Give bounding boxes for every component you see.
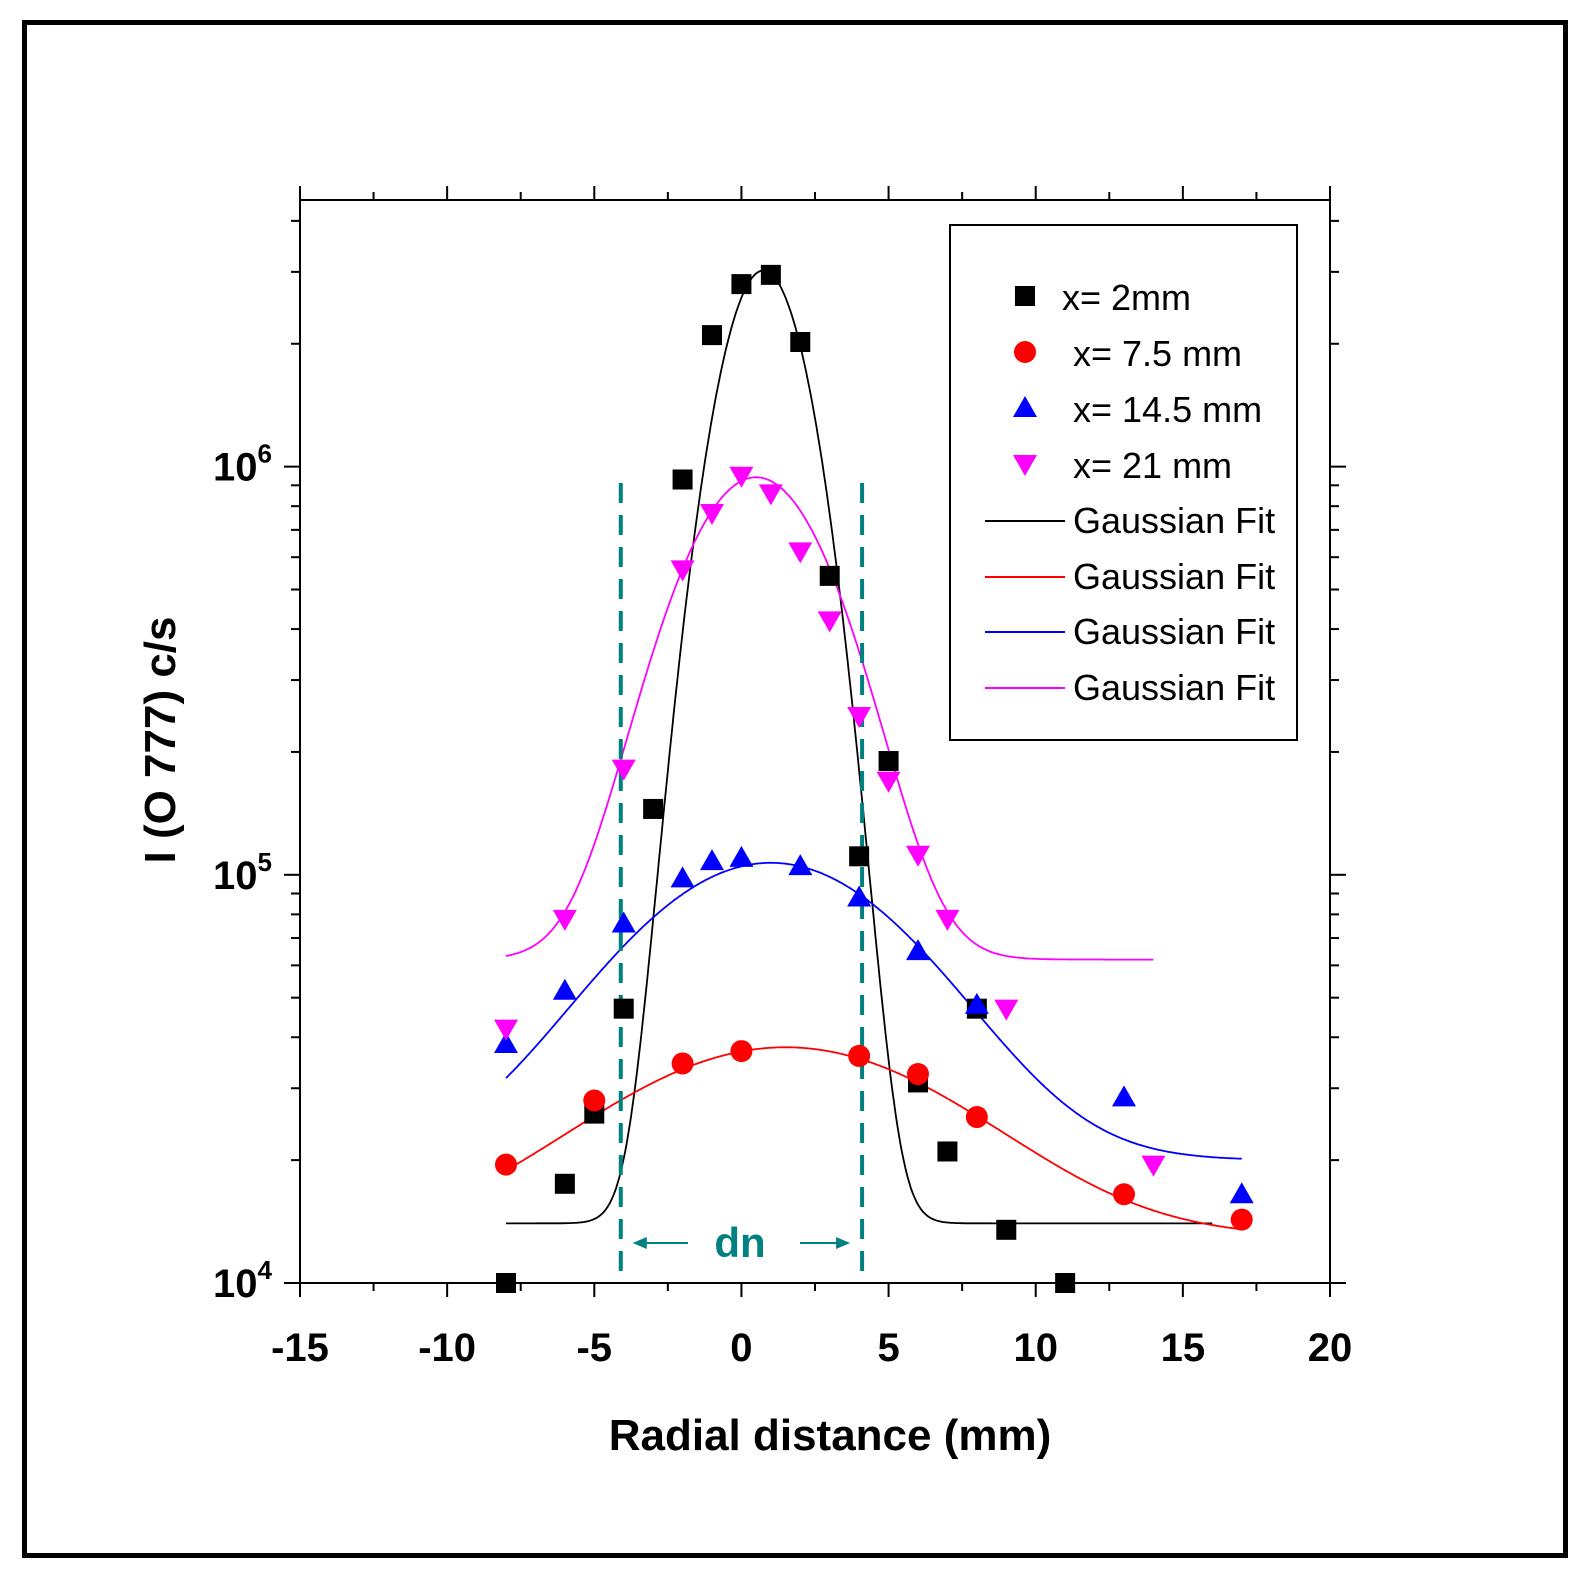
data-point-series-1	[702, 325, 722, 346]
data-point-series-4	[876, 771, 901, 793]
legend-label-fit-1: Gaussian Fit	[1073, 500, 1275, 541]
y-tick-label-base: 10	[213, 446, 258, 490]
data-point-series-3	[494, 1032, 518, 1054]
data-point-series-1	[996, 1219, 1017, 1240]
y-tick-label-base: 10	[213, 854, 258, 898]
data-point-series-4	[935, 909, 960, 931]
x-axis-title: Radial distance (mm)	[609, 1411, 1052, 1460]
y-tick-label: 104	[213, 1255, 273, 1306]
gaussian-fit-curve-1	[506, 269, 1213, 1225]
figure-frame	[22, 20, 1568, 1558]
legend-label-series-2: x= 7.5 mm	[1073, 333, 1242, 374]
data-point-series-2	[583, 1089, 606, 1112]
data-point-series-4	[817, 611, 842, 633]
data-point-series-4	[729, 466, 754, 488]
data-point-series-3	[788, 854, 813, 876]
data-point-series-3	[1229, 1182, 1254, 1204]
data-point-series-3	[964, 992, 989, 1014]
x-tick-label: 20	[1308, 1326, 1353, 1370]
data-point-series-4	[611, 759, 636, 781]
legend-marker-series-3	[1013, 396, 1037, 417]
data-point-series-3	[906, 939, 930, 961]
y-tick-label-exponent: 4	[258, 1255, 273, 1285]
legend-label-series-1: x= 2mm	[1062, 277, 1191, 318]
data-point-series-2	[671, 1052, 694, 1075]
data-point-series-4	[847, 706, 872, 728]
data-point-series-4	[906, 845, 930, 867]
y-tick-label: 105	[213, 847, 272, 898]
y-tick-label-exponent: 5	[258, 847, 272, 877]
data-point-series-1	[496, 1273, 516, 1293]
y-tick-label: 106	[213, 439, 272, 490]
data-point-series-1	[554, 1173, 575, 1194]
x-tick-label: 15	[1161, 1326, 1206, 1370]
data-point-series-1	[643, 798, 664, 819]
dn-annotation: dn	[618, 483, 865, 1283]
data-point-series-2	[848, 1044, 871, 1067]
data-point-series-4	[552, 909, 577, 931]
x-tick-label: 0	[730, 1326, 752, 1370]
legend-marker-series-1	[1015, 286, 1035, 306]
data-point-series-3	[552, 978, 577, 1000]
data-point-series-1	[878, 751, 899, 772]
dn-arrowhead-left	[632, 1237, 647, 1249]
data-point-series-2	[965, 1106, 988, 1129]
data-point-series-1	[672, 469, 693, 490]
y-tick-label-base: 10	[213, 1262, 258, 1306]
data-point-series-1	[731, 274, 752, 295]
data-point-series-4	[494, 1019, 518, 1041]
data-point-series-2	[1113, 1183, 1135, 1206]
data-point-series-4	[994, 999, 1019, 1021]
data-point-series-3	[700, 849, 724, 871]
data-points	[494, 264, 1254, 1293]
data-point-series-1	[760, 264, 781, 285]
data-point-series-2	[495, 1153, 517, 1176]
legend-label-fit-4: Gaussian Fit	[1073, 667, 1275, 708]
gaussian-fit-curve-3	[505, 861, 1242, 1160]
legend-label-series-4: x= 21 mm	[1073, 445, 1232, 486]
dn-label: dn	[714, 1219, 765, 1266]
data-point-series-3	[611, 911, 636, 933]
x-tick-label: 5	[877, 1326, 899, 1370]
data-point-series-4	[700, 503, 724, 525]
data-point-series-4	[670, 560, 695, 582]
data-point-series-1	[849, 846, 870, 867]
data-point-series-2	[907, 1063, 929, 1086]
x-tick-label: -10	[418, 1326, 476, 1370]
legend-label-fit-2: Gaussian Fit	[1073, 556, 1275, 597]
legend-marker-series-4	[1013, 455, 1037, 476]
data-point-series-3	[729, 845, 754, 867]
y-tick-label-exponent: 6	[258, 439, 272, 469]
y-axis-title: I (O 777) c/s	[136, 616, 185, 863]
data-point-series-1	[819, 565, 840, 586]
x-tick-label: -5	[576, 1326, 612, 1370]
legend-box	[949, 224, 1298, 741]
legend-label-series-3: x= 14.5 mm	[1073, 389, 1262, 430]
dn-arrowhead-right	[836, 1237, 851, 1249]
data-point-series-1	[613, 998, 634, 1019]
data-point-series-2	[1230, 1208, 1253, 1231]
data-point-series-4	[758, 484, 783, 506]
legend-marker-series-2	[1014, 341, 1036, 363]
data-point-series-2	[730, 1040, 753, 1063]
data-point-series-3	[847, 885, 872, 907]
data-point-series-1	[937, 1141, 958, 1162]
legend: x= 2mm x= 7.5 mm x= 14.5 mm x= 21 mm Gaussia…	[949, 224, 1298, 741]
data-point-series-3	[670, 866, 695, 888]
data-point-series-3	[1112, 1085, 1136, 1107]
data-point-series-4	[1141, 1155, 1166, 1177]
data-point-series-1	[1055, 1273, 1076, 1293]
x-tick-label: -15	[271, 1326, 329, 1370]
x-tick-label: 10	[1013, 1326, 1058, 1370]
data-point-series-4	[788, 542, 813, 564]
legend-label-fit-3: Gaussian Fit	[1073, 611, 1275, 652]
data-point-series-1	[790, 331, 811, 352]
